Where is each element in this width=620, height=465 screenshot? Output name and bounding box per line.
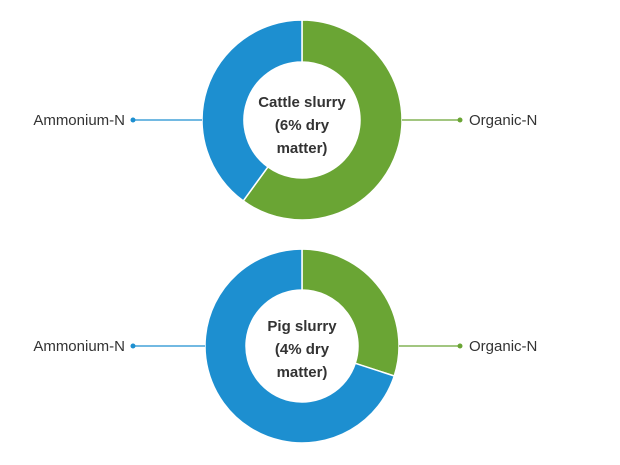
donut-2-organic-leader-dot: [457, 343, 463, 349]
donut-1-ammonium-label: Ammonium-N: [33, 112, 125, 129]
donut-1-organic-label: Organic-N: [469, 112, 537, 129]
donut-2-ammonium-label: Ammonium-N: [33, 338, 125, 355]
donut-1-ammonium-leader-dot: [130, 117, 136, 123]
donut-2-title-line-3: matter): [277, 364, 328, 381]
donut-2-organic-label: Organic-N: [469, 338, 537, 355]
donut-1-title-line-1: Cattle slurry: [258, 94, 346, 111]
donut-1-slice-organic-n: [242, 19, 403, 221]
donut-1-organic-leader-dot: [457, 117, 463, 123]
donut-2-title-line-2: (4% dry: [275, 341, 330, 358]
donut-2-title-line-1: Pig slurry: [267, 318, 337, 335]
donut-2-slice-organic-n: [301, 248, 400, 377]
donut-1-title-line-2: (6% dry: [275, 117, 330, 134]
donut-1-title-line-3: matter): [277, 140, 328, 157]
donut-2-ammonium-leader-dot: [130, 343, 136, 349]
donut-1-slice-ammonium-n: [201, 19, 303, 202]
donut-2-slice-ammonium-n: [204, 248, 396, 444]
